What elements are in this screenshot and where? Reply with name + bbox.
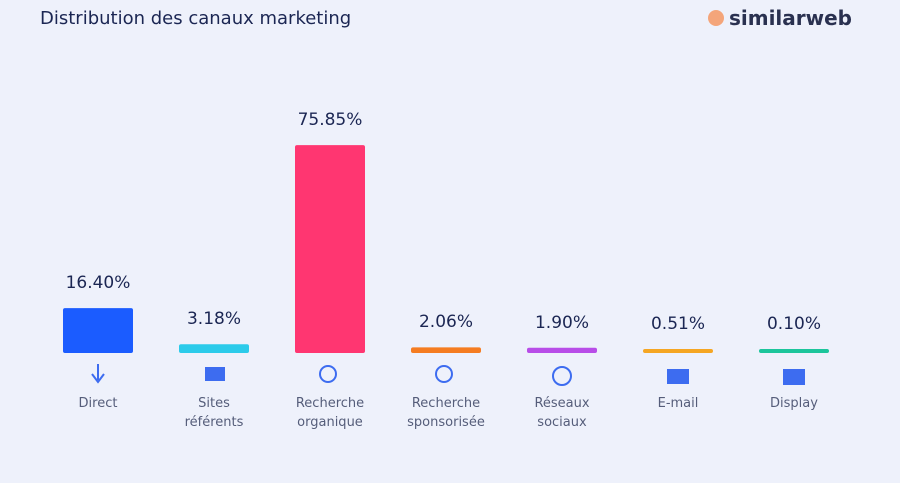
logo-text: similarweb <box>728 6 852 30</box>
logo: similarweb <box>707 6 852 30</box>
category-label: E-mail <box>657 396 699 411</box>
value-label: 1.90% <box>534 312 589 333</box>
bar <box>527 347 597 353</box>
category-label: Recherche sponsorisée <box>407 396 485 430</box>
icon-direct <box>91 364 105 384</box>
icon-referral <box>205 367 225 381</box>
icon-display <box>783 369 805 385</box>
bar <box>63 308 133 353</box>
value-label: 2.06% <box>418 312 473 333</box>
icon-organic <box>319 365 337 383</box>
bar <box>759 349 829 353</box>
bar <box>295 145 365 353</box>
icons <box>91 364 805 386</box>
icon-paid <box>435 365 453 383</box>
icon-email <box>667 369 689 384</box>
value-label: 0.10% <box>766 314 821 334</box>
icon-social <box>552 366 572 386</box>
chart-title: Distribution des canaux marketing <box>40 8 352 29</box>
bar <box>179 344 249 353</box>
value-label: 16.40% <box>65 273 131 294</box>
category-label: Direct <box>78 396 118 411</box>
bar <box>643 349 713 353</box>
value-label: 75.85% <box>297 110 363 131</box>
category-label: Sites référents <box>184 396 244 430</box>
bar <box>411 347 481 353</box>
category-label: Display <box>770 396 818 411</box>
category-label: Recherche organique <box>295 396 365 430</box>
category-label: Réseaux sociaux <box>534 396 590 430</box>
logo-icon <box>707 10 724 26</box>
value-label: 0.51% <box>650 314 705 334</box>
value-label: 3.18% <box>186 309 241 330</box>
